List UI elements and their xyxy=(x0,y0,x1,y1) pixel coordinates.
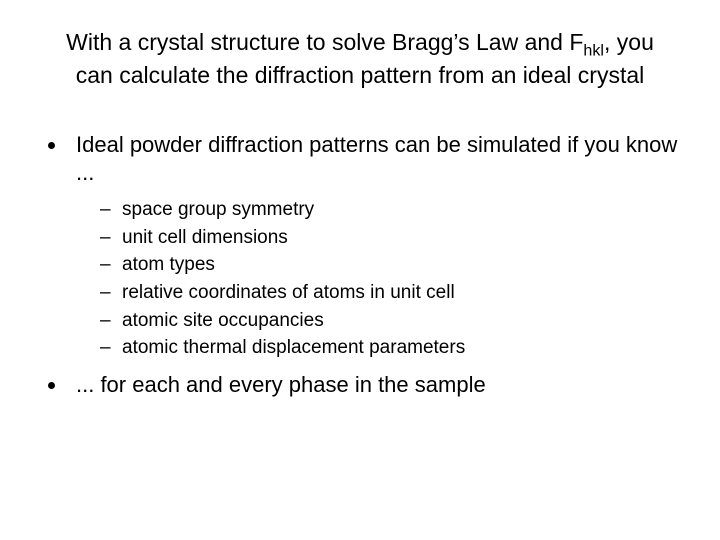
sub-item: relative coordinates of atoms in unit ce… xyxy=(104,280,690,306)
sub-item: atomic site occupancies xyxy=(104,308,690,334)
title-text-pre: With a crystal structure to solve Bragg’… xyxy=(66,29,583,55)
sub-item-text: atomic thermal displacement parameters xyxy=(122,337,465,358)
sub-item-text: atom types xyxy=(122,254,215,275)
sub-item-text: relative coordinates of atoms in unit ce… xyxy=(122,282,455,303)
bullet-2-text: ... for each and every phase in the samp… xyxy=(76,372,486,397)
slide: With a crystal structure to solve Bragg’… xyxy=(0,0,720,540)
bullet-list: Ideal powder diffraction patterns can be… xyxy=(30,131,690,399)
sub-item-text: atomic site occupancies xyxy=(122,310,324,331)
title-subscript: hkl xyxy=(583,42,604,60)
bullet-item-1: Ideal powder diffraction patterns can be… xyxy=(68,131,690,361)
sub-item-text: unit cell dimensions xyxy=(122,227,288,248)
sub-item: unit cell dimensions xyxy=(104,225,690,251)
bullet-1-text: Ideal powder diffraction patterns can be… xyxy=(76,132,677,185)
sub-bullet-list: space group symmetry unit cell dimension… xyxy=(76,197,690,361)
bullet-item-2: ... for each and every phase in the samp… xyxy=(68,371,690,399)
sub-item: space group symmetry xyxy=(104,197,690,223)
sub-item: atomic thermal displacement parameters xyxy=(104,335,690,361)
sub-item: atom types xyxy=(104,252,690,278)
slide-title: With a crystal structure to solve Bragg’… xyxy=(50,28,670,91)
sub-item-text: space group symmetry xyxy=(122,199,314,220)
